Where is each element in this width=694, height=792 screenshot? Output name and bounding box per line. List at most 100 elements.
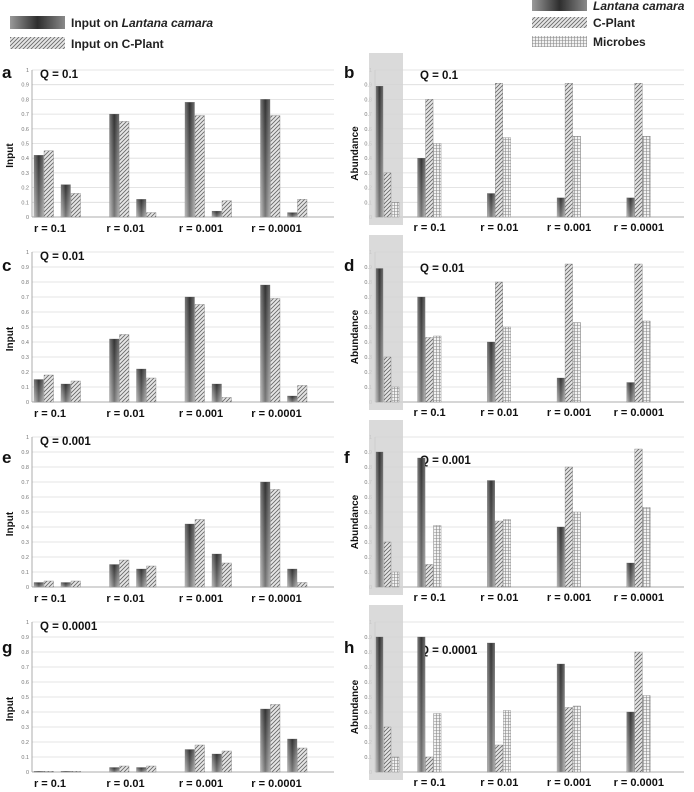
y-tick-label: 0.3 bbox=[364, 540, 372, 546]
y-tick-label: 0.6 bbox=[364, 495, 372, 501]
y-tick-label: 0.5 bbox=[364, 695, 372, 701]
y-tick-label: 0.3 bbox=[364, 725, 372, 731]
y-tick-label: 0.4 bbox=[21, 710, 29, 716]
bar-cplant bbox=[425, 564, 434, 588]
y-tick-label: 0.5 bbox=[364, 325, 372, 331]
q-label: Q = 0.1 bbox=[40, 69, 79, 81]
x-category-label: r = 0.1 bbox=[34, 778, 66, 790]
y-tick-label: 0.1 bbox=[21, 755, 29, 761]
bar-lantana-shade bbox=[212, 554, 222, 587]
y-tick-label: 0.2 bbox=[21, 555, 29, 561]
bar-lantana-shade bbox=[417, 637, 426, 772]
legend-label-lantana: Lantana camara bbox=[593, 0, 685, 13]
bar-lantana-shade bbox=[185, 524, 195, 587]
y-tick-label: 0.7 bbox=[21, 665, 29, 671]
bar-cplant bbox=[119, 334, 130, 403]
panel-c: 0 0.1 0.2 0.3 0.4 0.5 0.6 0.7 0.8 0.9 1 c Q = 0.01 In… bbox=[2, 250, 334, 420]
bar-cplant bbox=[297, 747, 308, 773]
legend-label-cplant-input: Input on C-Plant bbox=[71, 37, 164, 51]
bar-lantana-shade bbox=[136, 767, 146, 772]
bar-lantana-shade bbox=[417, 158, 426, 217]
bar-lantana-shade bbox=[34, 582, 44, 587]
bar-lantana-shade bbox=[626, 197, 635, 217]
y-tick-label: 0.9 bbox=[364, 635, 372, 641]
bar-lantana-shade bbox=[260, 482, 270, 587]
y-tick-label: 0 bbox=[26, 215, 29, 221]
bar-microbes bbox=[642, 135, 651, 218]
y-tick-label: 0.8 bbox=[21, 650, 29, 656]
x-category-label: r = 0.001 bbox=[547, 777, 591, 789]
legend-label-microbes: Microbes bbox=[593, 35, 646, 49]
legend-right: Lantana camara C-Plant Microbes bbox=[532, 0, 685, 49]
y-tick-label: 0.8 bbox=[364, 465, 372, 471]
bar-microbes bbox=[433, 143, 442, 218]
y-tick-label: 0.5 bbox=[21, 695, 29, 701]
y-tick-label: 1 bbox=[26, 620, 29, 626]
bar-lantana-shade bbox=[287, 739, 297, 772]
initial-bar-shade bbox=[376, 268, 383, 402]
bar-microbes bbox=[642, 695, 651, 773]
initial-bar bbox=[383, 541, 392, 588]
q-label-header: Q = 0.01 bbox=[420, 263, 465, 275]
bar-cplant bbox=[221, 397, 232, 403]
bar-lantana-shade bbox=[109, 564, 119, 587]
bar-microbes bbox=[572, 511, 581, 588]
bar-lantana-shade bbox=[417, 458, 426, 587]
bar-microbes bbox=[433, 713, 442, 773]
bar-lantana-shade bbox=[626, 563, 635, 587]
x-category-label: r = 0.1 bbox=[34, 223, 66, 235]
panel-g: 0 0.1 0.2 0.3 0.4 0.5 0.6 0.7 0.8 0.9 1 g Q = 0.0001… bbox=[2, 620, 334, 790]
y-tick-label: 0.9 bbox=[21, 635, 29, 641]
bar-microbes bbox=[433, 525, 442, 588]
bar-cplant bbox=[270, 489, 281, 588]
y-tick-label: 0.4 bbox=[21, 156, 29, 162]
bar-lantana-shade bbox=[487, 643, 495, 772]
x-category-label: r = 0.01 bbox=[106, 593, 144, 605]
q-label-header: Q = 0.0001 bbox=[420, 645, 478, 657]
x-category-label: r = 0.0001 bbox=[614, 592, 664, 604]
y-tick-label: 0.5 bbox=[364, 510, 372, 516]
x-category-label: r = 0.001 bbox=[547, 222, 591, 234]
legend-label-lantana-input: Input on Lantana camara bbox=[71, 16, 213, 30]
y-tick-label: 0.4 bbox=[21, 525, 29, 531]
bar-cplant bbox=[194, 304, 205, 403]
initial-bar-shade bbox=[376, 637, 383, 772]
bar-cplant bbox=[146, 765, 157, 773]
y-tick-label: 0.1 bbox=[364, 570, 372, 576]
bar-cplant bbox=[270, 115, 281, 218]
bar-cplant bbox=[70, 193, 81, 218]
y-tick-label: 1 bbox=[26, 68, 29, 74]
y-tick-label: 0.4 bbox=[364, 340, 372, 346]
x-category-label: r = 0.0001 bbox=[614, 222, 664, 234]
bar-cplant bbox=[634, 651, 643, 773]
y-tick-label: 0.7 bbox=[364, 295, 372, 301]
legend-left: Input on Lantana camara Input on C-Plant bbox=[10, 16, 213, 51]
bar-cplant bbox=[119, 121, 130, 218]
x-category-label: r = 0.001 bbox=[179, 408, 223, 420]
bar-lantana-shade bbox=[626, 712, 635, 772]
y-tick-label: 0.9 bbox=[21, 450, 29, 456]
bar-cplant bbox=[297, 582, 308, 588]
y-tick-label: 0 bbox=[26, 585, 29, 591]
bar-lantana-shade bbox=[109, 339, 119, 402]
bar-lantana-shade bbox=[61, 184, 71, 217]
bar-cplant bbox=[221, 200, 232, 218]
y-tick-label: 0.4 bbox=[364, 156, 372, 162]
bar-cplant bbox=[43, 150, 54, 218]
bar-lantana-shade bbox=[626, 382, 635, 402]
bar-cplant bbox=[194, 519, 205, 588]
x-category-label: r = 0.0001 bbox=[614, 407, 664, 419]
y-tick-label: 0.2 bbox=[21, 370, 29, 376]
bar-lantana-shade bbox=[109, 767, 119, 772]
y-axis-label: Abundance bbox=[350, 494, 361, 549]
y-tick-label: 0.9 bbox=[21, 265, 29, 271]
y-tick-label: 0.2 bbox=[21, 186, 29, 192]
y-axis-label: Abundance bbox=[350, 679, 361, 734]
x-category-label: r = 0.001 bbox=[179, 778, 223, 790]
y-axis-label: Abundance bbox=[350, 126, 361, 181]
bar-cplant bbox=[564, 83, 573, 218]
x-category-label: r = 0.001 bbox=[179, 223, 223, 235]
y-tick-label: 0.9 bbox=[364, 265, 372, 271]
bar-cplant bbox=[70, 771, 81, 773]
y-tick-label: 0.8 bbox=[21, 280, 29, 286]
